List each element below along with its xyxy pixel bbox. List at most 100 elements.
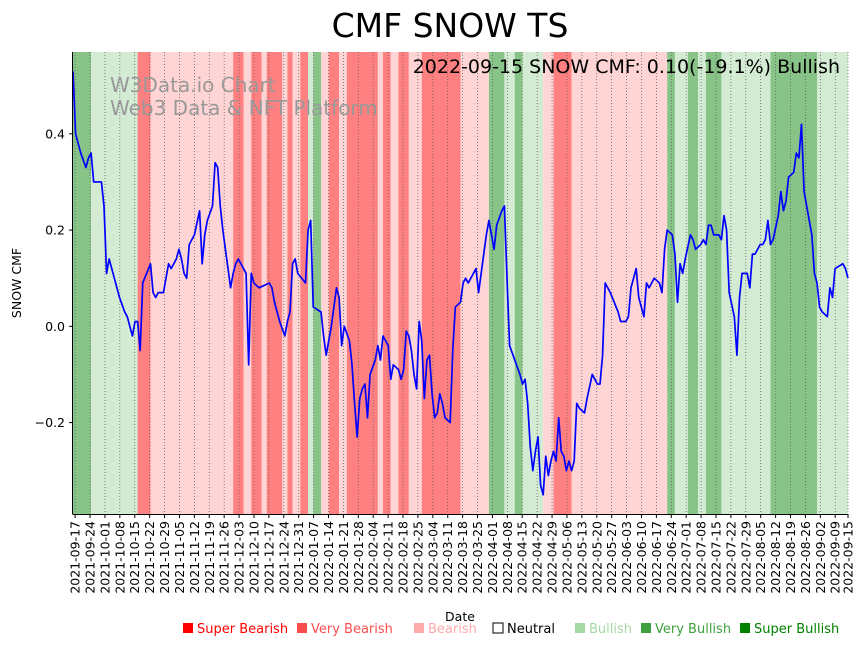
band-bullish-41 bbox=[817, 52, 848, 514]
x-tick-label-18: 2022-01-21 bbox=[336, 521, 351, 594]
x-tick-label-14: 2021-12-24 bbox=[276, 521, 291, 594]
plot-area bbox=[72, 52, 849, 514]
y-tick-label-1: 0.0 bbox=[45, 319, 65, 334]
x-tick-label-9: 2021-11-19 bbox=[202, 521, 217, 594]
watermark-line-2: Web3 Data & NFT Platform bbox=[110, 96, 378, 120]
band-bearish-23 bbox=[408, 52, 422, 514]
band-bullish-1 bbox=[91, 52, 138, 514]
band-very_bullish-28 bbox=[514, 52, 523, 514]
x-tick-label-37: 2022-06-03 bbox=[619, 521, 634, 594]
band-bearish-17 bbox=[339, 52, 347, 514]
band-very_bearish-6 bbox=[251, 52, 262, 514]
legend-label-0: Super Bearish bbox=[197, 622, 288, 637]
band-very_bearish-10 bbox=[287, 52, 293, 514]
x-tick-label-6: 2021-10-29 bbox=[157, 521, 172, 594]
band-very_bearish-22 bbox=[398, 52, 409, 514]
legend-label-3: Neutral bbox=[507, 622, 555, 637]
legend-swatch-4 bbox=[575, 623, 585, 633]
x-tick-label-52: 2022-09-15 bbox=[841, 521, 856, 594]
signal-bands bbox=[73, 52, 848, 514]
legend-label-1: Very Bearish bbox=[311, 622, 393, 637]
band-bearish-30 bbox=[543, 52, 554, 514]
x-tick-label-48: 2022-08-19 bbox=[783, 521, 798, 594]
x-tick-label-35: 2022-05-20 bbox=[589, 521, 604, 594]
x-tick-label-33: 2022-05-06 bbox=[559, 521, 574, 594]
band-very_bearish-12 bbox=[300, 52, 309, 514]
y-tick-label-2: 0.2 bbox=[45, 223, 65, 238]
x-tick-label-15: 2021-12-31 bbox=[291, 521, 306, 594]
watermark-line-1: W3Data.io Chart bbox=[110, 73, 276, 97]
x-tick-label-38: 2022-06-10 bbox=[634, 521, 649, 594]
x-tick-label-28: 2022-04-01 bbox=[485, 521, 500, 594]
x-tick-label-42: 2022-07-08 bbox=[694, 521, 709, 594]
band-very_bearish-4 bbox=[233, 52, 244, 514]
band-very_bearish-2 bbox=[137, 52, 151, 514]
x-tick-label-13: 2021-12-17 bbox=[261, 521, 276, 594]
y-tick-label-0: −0.2 bbox=[35, 415, 65, 430]
x-tick-label-8: 2021-11-12 bbox=[187, 521, 202, 594]
legend-swatch-5 bbox=[641, 623, 651, 633]
legend-label-2: Bearish bbox=[428, 622, 477, 637]
legend: Super Bearish Very Bearish Bearish Neutral B… bbox=[183, 622, 839, 637]
band-bearish-32 bbox=[571, 52, 668, 514]
legend-swatch-0 bbox=[183, 623, 193, 633]
band-very_bearish-31 bbox=[553, 52, 572, 514]
band-bearish-21 bbox=[390, 52, 399, 514]
chart-title: CMF SNOW TS bbox=[332, 6, 569, 45]
x-tick-label-32: 2022-04-29 bbox=[545, 521, 560, 594]
band-very_bearish-18 bbox=[346, 52, 378, 514]
x-tick-label-24: 2022-03-04 bbox=[425, 521, 440, 594]
x-tick-label-47: 2022-08-12 bbox=[768, 521, 783, 594]
x-axis-ticks: 2021-09-17 2021-09-24 2021-10-01 2021-10-08… bbox=[68, 514, 856, 594]
band-bearish-25 bbox=[460, 52, 489, 514]
x-tick-label-11: 2021-12-03 bbox=[232, 521, 247, 594]
legend-label-4: Bullish bbox=[589, 622, 632, 637]
band-bearish-7 bbox=[261, 52, 267, 514]
legend-swatch-1 bbox=[297, 623, 307, 633]
x-tick-label-26: 2022-03-18 bbox=[455, 521, 470, 594]
band-bullish-36 bbox=[698, 52, 706, 514]
x-tick-label-3: 2021-10-08 bbox=[112, 521, 127, 594]
x-tick-label-4: 2021-10-15 bbox=[127, 521, 142, 594]
band-bullish-39 bbox=[734, 52, 771, 514]
x-tick-label-45: 2022-07-29 bbox=[738, 521, 753, 594]
y-axis-ticks: −0.2 0.0 0.2 0.4 bbox=[35, 126, 73, 430]
x-tick-label-39: 2022-06-17 bbox=[649, 521, 664, 594]
x-tick-label-49: 2022-08-26 bbox=[798, 521, 813, 594]
x-tick-label-19: 2022-01-28 bbox=[351, 521, 366, 594]
band-very_bearish-8 bbox=[266, 52, 283, 514]
x-tick-label-43: 2022-07-15 bbox=[708, 521, 723, 594]
band-very_bearish-24 bbox=[421, 52, 461, 514]
cmf-line-layer bbox=[72, 71, 849, 496]
series-line-0 bbox=[72, 71, 849, 496]
band-bearish-9 bbox=[282, 52, 288, 514]
band-very_bullish-35 bbox=[687, 52, 699, 514]
x-tick-label-44: 2022-07-22 bbox=[723, 521, 738, 594]
x-tick-label-27: 2022-03-25 bbox=[470, 521, 485, 594]
x-tick-label-29: 2022-04-08 bbox=[500, 521, 515, 594]
x-tick-label-7: 2021-11-05 bbox=[172, 521, 187, 594]
band-bullish-34 bbox=[674, 52, 688, 514]
band-bearish-11 bbox=[292, 52, 301, 514]
band-bearish-19 bbox=[377, 52, 383, 514]
band-bearish-5 bbox=[243, 52, 252, 514]
band-very_bullish-37 bbox=[705, 52, 722, 514]
x-tick-label-21: 2022-02-11 bbox=[381, 521, 396, 594]
x-tick-label-22: 2022-02-18 bbox=[396, 521, 411, 594]
x-tick-label-1: 2021-09-24 bbox=[83, 521, 98, 594]
x-tick-label-36: 2022-05-27 bbox=[604, 521, 619, 594]
vertical-gridlines bbox=[74, 52, 849, 514]
band-bullish-29 bbox=[522, 52, 544, 514]
x-tick-label-23: 2022-02-25 bbox=[410, 521, 425, 594]
x-tick-label-31: 2022-04-22 bbox=[530, 521, 545, 594]
x-tick-label-25: 2022-03-11 bbox=[440, 521, 455, 594]
x-tick-label-5: 2021-10-22 bbox=[142, 521, 157, 594]
x-tick-label-16: 2022-01-07 bbox=[306, 521, 321, 594]
band-bullish-38 bbox=[721, 52, 735, 514]
x-tick-label-10: 2021-11-26 bbox=[217, 521, 232, 594]
x-tick-label-41: 2022-07-01 bbox=[679, 521, 694, 594]
legend-swatch-6 bbox=[740, 623, 750, 633]
band-very_bullish-40 bbox=[770, 52, 817, 514]
x-tick-label-46: 2022-08-05 bbox=[753, 521, 768, 594]
